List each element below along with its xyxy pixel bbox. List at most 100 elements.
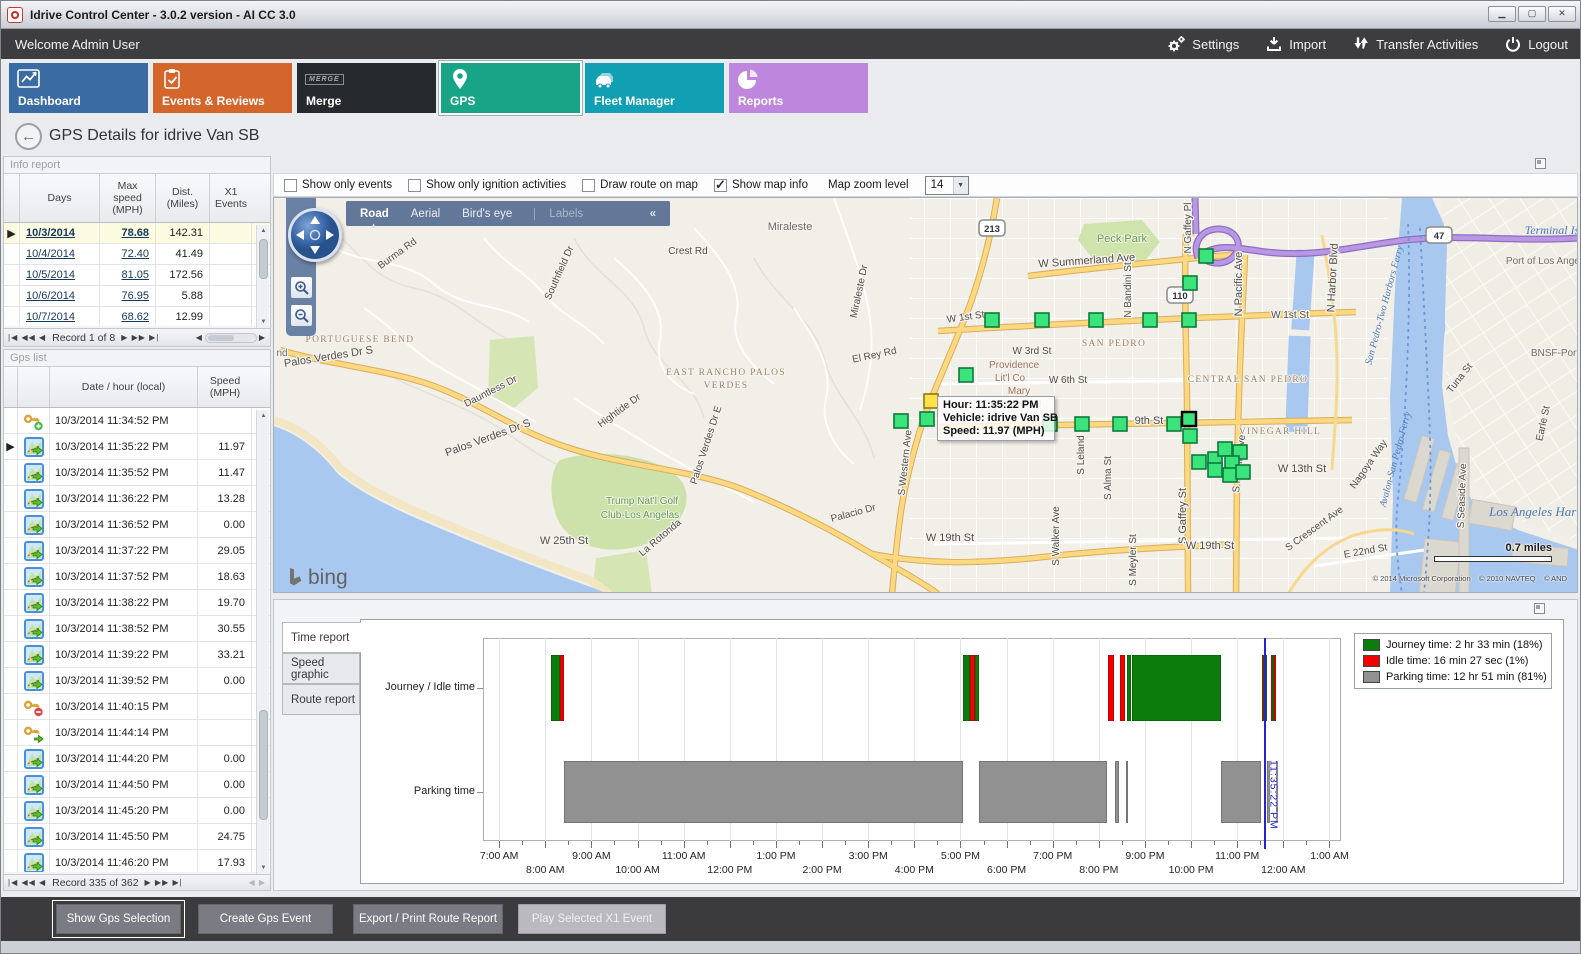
checkbox-show-map-info[interactable]: Show map info <box>713 177 808 193</box>
gps-marker[interactable] <box>1181 312 1197 328</box>
gps-marker[interactable] <box>1088 312 1104 328</box>
day-link[interactable]: 10/7/2014 <box>20 307 100 326</box>
gps-list-row[interactable]: ▶ 10/3/2014 11:35:22 PM 11.97 <box>4 434 270 460</box>
day-link[interactable]: 10/6/2014 <box>20 286 100 306</box>
map-canvas[interactable]: 213 110 47 nd Burma Rd Southfield Dr Crest Rd… <box>273 197 1578 593</box>
checkbox-icon[interactable] <box>713 177 727 193</box>
gps-list-row[interactable]: 10/3/2014 11:35:52 PM 11.47 <box>4 460 270 486</box>
gps-list-row[interactable]: 10/3/2014 11:37:22 PM 29.05 <box>4 538 270 564</box>
gps-hscroll-icons[interactable]: ◀ ▶ <box>248 878 266 887</box>
checkbox-show-only-events[interactable]: Show only events <box>284 178 392 192</box>
gps-list-row[interactable]: 10/3/2014 11:44:20 PM 0.00 <box>4 746 270 772</box>
gps-list-row[interactable]: 10/3/2014 11:46:20 PM 17.93 <box>4 850 270 872</box>
gps-list-scrollbar[interactable]: ▲ ▼ <box>256 410 269 874</box>
tab-route-report[interactable]: Route report <box>282 684 360 715</box>
checkbox-show-only-ignition[interactable]: Show only ignition activities <box>408 178 566 192</box>
nav-last-icon[interactable]: ▶ ▶▶ ▶| <box>121 333 160 342</box>
gps-list-row[interactable]: 10/3/2014 11:45:20 PM 0.00 <box>4 798 270 824</box>
col-max-speed[interactable]: Max speed (MPH) <box>100 174 156 222</box>
info-report-scrollbar[interactable]: ▲ ▼ <box>256 225 269 328</box>
info-report-row[interactable]: 10/6/2014 76.95 5.88 <box>4 286 270 307</box>
gps-marker[interactable] <box>1112 416 1128 432</box>
checkbox-draw-route[interactable]: Draw route on map <box>582 178 698 192</box>
bing-logo[interactable]: bing <box>286 566 348 590</box>
gps-list-row[interactable]: 10/3/2014 11:45:50 PM 24.75 <box>4 824 270 850</box>
gps-marker[interactable] <box>1217 441 1233 457</box>
export-print-route-report-button[interactable]: Export / Print Route Report <box>353 904 503 934</box>
nav-tile-merge[interactable]: MERGE Merge <box>297 63 436 113</box>
day-link[interactable]: 10/4/2014 <box>20 244 100 264</box>
chart-collapse-icon[interactable] <box>1534 603 1545 614</box>
gps-marker[interactable] <box>1182 428 1198 444</box>
gps-list-row[interactable]: 10/3/2014 11:36:22 PM 13.28 <box>4 486 270 512</box>
map-zoom-dropdown[interactable]: 14 ▼ <box>924 175 969 195</box>
gps-list-row[interactable]: 10/3/2014 11:44:14 PM <box>4 720 270 746</box>
gps-marker[interactable] <box>1034 312 1050 328</box>
collapse-chevron-icon[interactable]: « <box>649 207 656 220</box>
import-button[interactable]: Import <box>1265 35 1326 53</box>
map-style-aerial[interactable]: Aerial <box>410 207 441 220</box>
max-speed-link[interactable]: 68.62 <box>100 307 156 326</box>
minimize-button[interactable]: ▁ <box>1488 6 1516 22</box>
gps-list-row[interactable]: 10/3/2014 11:34:52 PM <box>4 408 270 434</box>
col-dist[interactable]: Dist. (Miles) <box>156 174 210 222</box>
nav-tile-gps[interactable]: GPS <box>441 63 580 113</box>
nav-tile-events-reviews[interactable]: Events & Reviews <box>153 63 292 113</box>
info-report-row[interactable]: 10/5/2014 81.05 172.56 <box>4 265 270 286</box>
day-link[interactable]: 10/3/2014 <box>20 223 100 243</box>
checkbox-icon[interactable] <box>408 178 422 192</box>
create-gps-event-button[interactable]: Create Gps Event <box>198 904 333 934</box>
time-cursor[interactable] <box>1264 638 1267 849</box>
gps-list-row[interactable]: 10/3/2014 11:40:15 PM <box>4 694 270 720</box>
gps-list-row[interactable]: 10/3/2014 11:39:22 PM 33.21 <box>4 642 270 668</box>
checkbox-icon[interactable] <box>582 178 596 192</box>
map-style-road[interactable]: Road <box>360 208 389 230</box>
max-speed-link[interactable]: 72.40 <box>100 244 156 264</box>
gps-list-row[interactable]: 10/3/2014 11:44:50 PM 0.00 <box>4 772 270 798</box>
gps-marker[interactable] <box>1142 312 1158 328</box>
back-button[interactable]: ← <box>15 123 42 150</box>
nav-first-icon[interactable]: |◀ ◀◀ ◀ <box>8 878 47 887</box>
gps-marker[interactable] <box>893 413 909 429</box>
gps-list-row[interactable]: 10/3/2014 11:36:52 PM 0.00 <box>4 512 270 538</box>
gps-list-row[interactable]: 10/3/2014 11:39:52 PM 0.00 <box>4 668 270 694</box>
col-x1-events[interactable]: X1 Events <box>214 186 248 210</box>
gps-marker[interactable] <box>1074 416 1090 432</box>
gps-marker[interactable] <box>1182 275 1198 291</box>
gps-marker[interactable] <box>984 312 1000 328</box>
day-link[interactable]: 10/5/2014 <box>20 265 100 285</box>
col-days[interactable]: Days <box>20 174 100 222</box>
nav-last-icon[interactable]: ▶ ▶▶ ▶| <box>144 878 183 887</box>
close-button[interactable]: ✕ <box>1548 6 1576 22</box>
map-style-birdseye[interactable]: Bird's eye <box>462 207 513 220</box>
tab-speed-graphic[interactable]: Speed graphic <box>282 653 360 684</box>
zoom-in-button[interactable] <box>290 276 313 299</box>
nav-tile-reports[interactable]: Reports <box>729 63 868 113</box>
gps-marker-event[interactable] <box>923 393 939 409</box>
gps-marker[interactable] <box>919 411 935 427</box>
map-collapse-icon[interactable] <box>1535 158 1546 169</box>
col-speed[interactable]: Speed (MPH) <box>209 375 241 399</box>
show-gps-selection-button[interactable]: Show Gps Selection <box>52 900 185 938</box>
gps-list-row[interactable]: 10/3/2014 11:38:22 PM 19.70 <box>4 590 270 616</box>
gps-list-row[interactable]: 10/3/2014 11:38:52 PM 30.55 <box>4 616 270 642</box>
max-speed-link[interactable]: 81.05 <box>100 265 156 285</box>
zoom-out-button[interactable] <box>290 304 313 327</box>
transfer-activities-button[interactable]: Transfer Activities <box>1352 35 1478 53</box>
gps-marker[interactable] <box>1166 416 1182 432</box>
checkbox-icon[interactable] <box>284 178 297 192</box>
info-report-row[interactable]: 10/7/2014 68.62 12.99 <box>4 307 270 326</box>
nav-tile-dashboard[interactable]: Dashboard <box>9 63 148 113</box>
col-datetime[interactable]: Date / hour (local) <box>50 367 198 407</box>
gps-marker[interactable] <box>1191 454 1207 470</box>
gps-marker[interactable] <box>1198 248 1214 264</box>
tab-time-report[interactable]: Time report <box>282 622 361 653</box>
max-speed-link[interactable]: 76.95 <box>100 286 156 306</box>
play-selected-x1-event-button[interactable]: Play Selected X1 Event <box>518 904 666 934</box>
gps-marker[interactable] <box>958 367 974 383</box>
info-report-row[interactable]: 10/4/2014 72.40 41.49 <box>4 244 270 265</box>
max-speed-link[interactable]: 78.68 <box>100 223 156 243</box>
gps-marker[interactable] <box>1207 462 1223 478</box>
logout-button[interactable]: Logout <box>1504 35 1568 53</box>
nav-tile-fleet-manager[interactable]: Fleet Manager <box>585 63 724 113</box>
